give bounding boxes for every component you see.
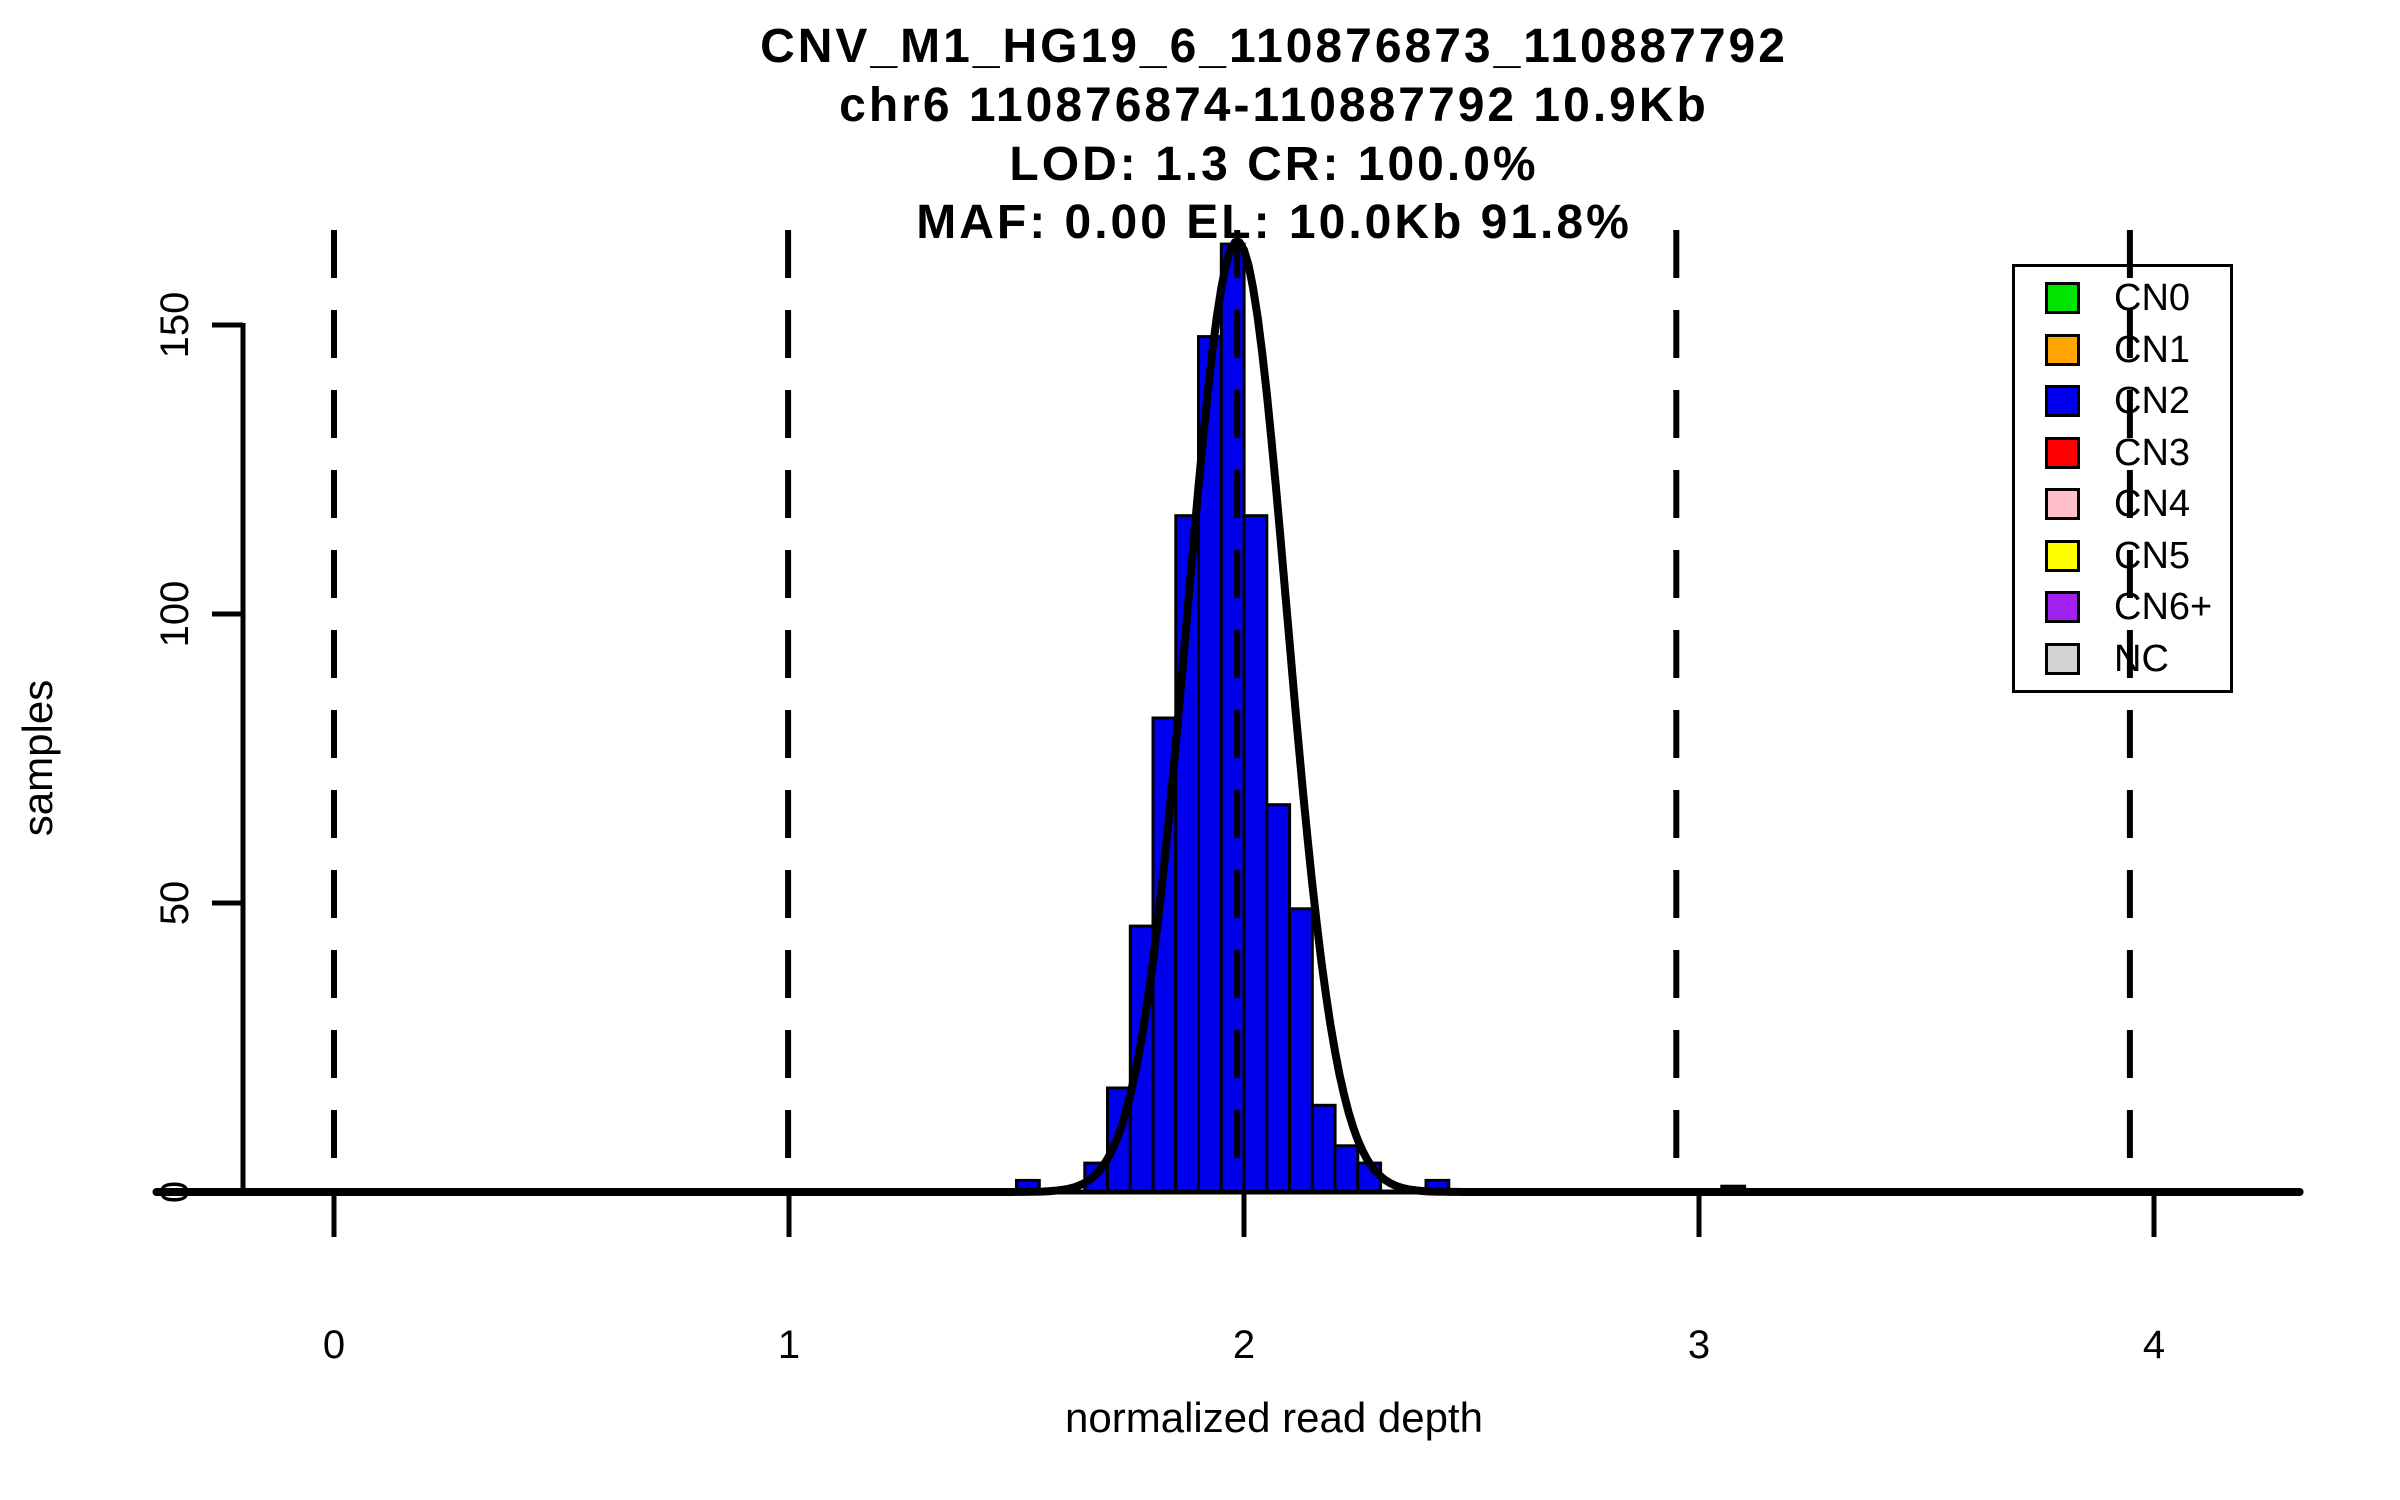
histogram-bar xyxy=(1310,1103,1337,1194)
histogram-bar xyxy=(1219,242,1246,1194)
plot-title-line-3: LOD: 1.3 CR: 100.0% xyxy=(1009,138,1538,191)
legend-swatch-icon xyxy=(2045,282,2080,315)
legend-item-cn1: CN1 xyxy=(2015,330,2230,370)
plot-title-line-2: chr6 110876874-110887792 10.9Kb xyxy=(839,79,1709,132)
histogram-bar xyxy=(1333,1144,1360,1194)
plot-title-line-1: CNV_M1_HG19_6_110876873_110887792 xyxy=(760,20,1788,73)
legend-swatch-icon xyxy=(2045,333,2080,366)
x-tick-label: 2 xyxy=(1233,1323,1255,1367)
histogram-bar xyxy=(1242,514,1269,1194)
y-axis-title: samples xyxy=(14,680,61,836)
legend-item-nc: NC xyxy=(2015,639,2230,679)
histogram-bars xyxy=(1015,242,1747,1194)
plot-title-line-4: MAF: 0.00 EL: 10.0Kb 91.8% xyxy=(916,196,1632,249)
x-tick-label: 0 xyxy=(323,1323,345,1367)
legend-label: CN0 xyxy=(2114,277,2191,320)
cn-dashed-guides xyxy=(331,230,2133,1193)
legend-swatch-icon xyxy=(2045,642,2080,675)
legend-label: CN6+ xyxy=(2114,586,2213,629)
histogram-bar xyxy=(1288,907,1314,1194)
legend-item-cn4: CN4 xyxy=(2015,484,2230,524)
histogram-bar xyxy=(1265,803,1292,1194)
y-tick-label: 0 xyxy=(153,1181,197,1203)
legend-label: CN5 xyxy=(2114,534,2191,577)
x-axis-title: normalized read depth xyxy=(1065,1394,1483,1441)
legend-swatch-icon xyxy=(2045,385,2080,418)
legend-label: CN4 xyxy=(2114,483,2191,526)
legend-label: CN3 xyxy=(2114,431,2191,474)
y-tick-label: 50 xyxy=(153,881,197,926)
legend-swatch-icon xyxy=(2045,488,2080,521)
legend-item-cn2: CN2 xyxy=(2015,381,2230,421)
legend-item-cn6plus: CN6+ xyxy=(2015,587,2230,627)
x-tick-label: 1 xyxy=(778,1323,800,1367)
axes: 0 1 2 3 4 0 50 100 150 xyxy=(153,292,2295,1367)
legend-swatch-icon xyxy=(2045,539,2080,572)
legend-label: CN2 xyxy=(2114,380,2191,423)
legend-swatch-icon xyxy=(2045,591,2080,624)
x-tick-label: 4 xyxy=(2143,1323,2165,1367)
legend-swatch-icon xyxy=(2045,436,2080,469)
x-tick-label: 3 xyxy=(1688,1323,1710,1367)
legend-box: CN0 CN1 CN2 CN3 CN4 CN5 CN6+ NC xyxy=(2012,264,2233,693)
legend-item-cn0: CN0 xyxy=(2015,278,2230,318)
legend-label: CN1 xyxy=(2114,328,2191,371)
legend-item-cn5: CN5 xyxy=(2015,536,2230,576)
y-tick-label: 100 xyxy=(153,581,197,648)
legend-item-cn3: CN3 xyxy=(2015,433,2230,473)
y-tick-label: 150 xyxy=(153,292,197,359)
legend-label: NC xyxy=(2114,637,2169,680)
